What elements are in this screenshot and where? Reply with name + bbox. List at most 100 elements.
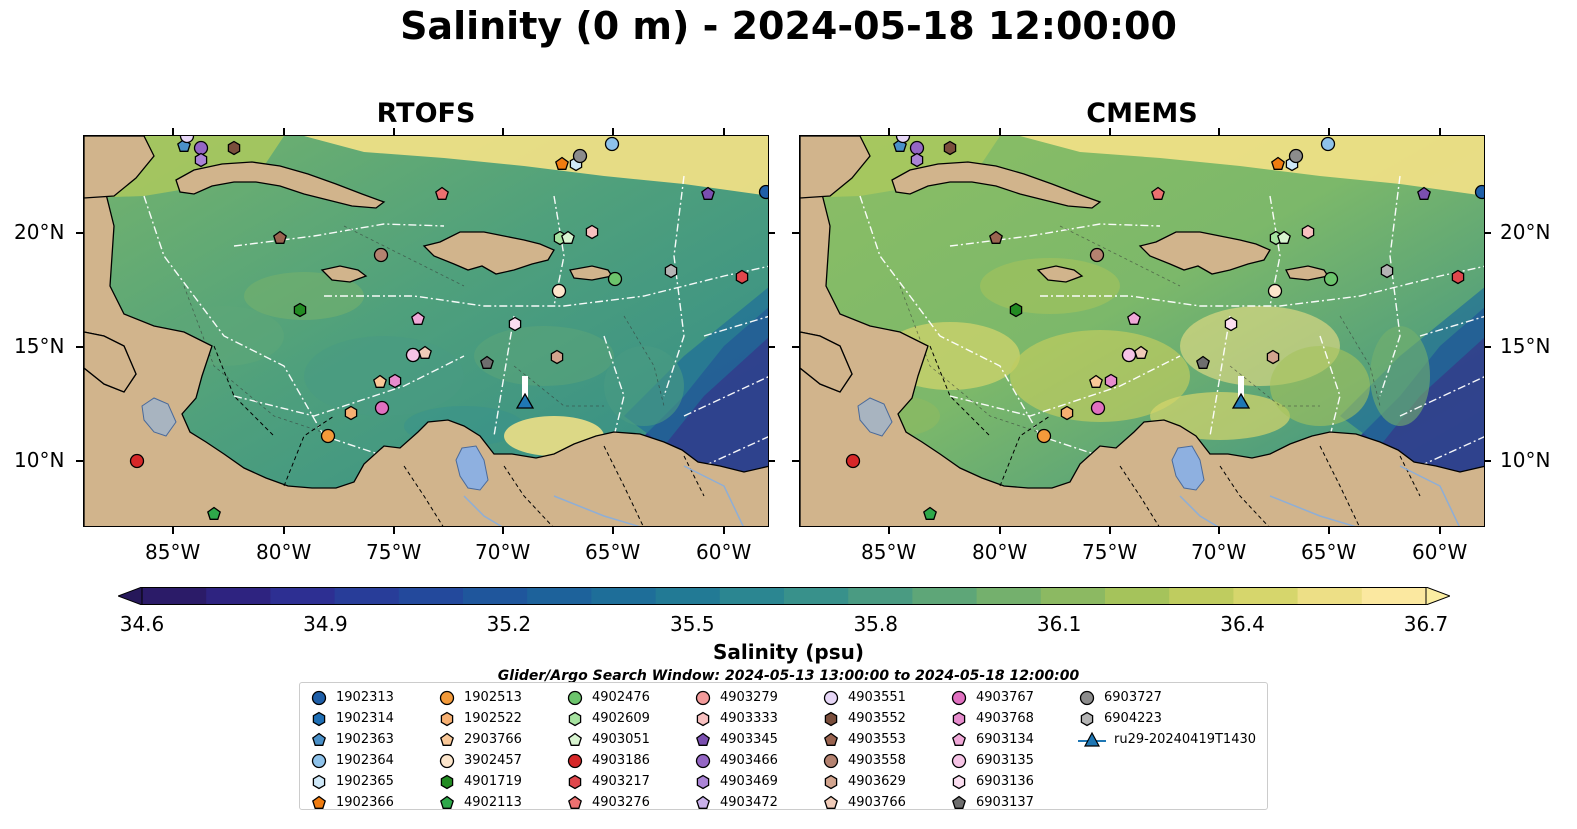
float-6904223-marker[interactable] (1380, 263, 1394, 279)
legend-marker-icon[interactable] (951, 753, 967, 768)
float-6904223-marker[interactable] (664, 263, 678, 279)
float-3902457-marker[interactable] (551, 283, 567, 299)
legend-marker-icon[interactable] (1080, 711, 1094, 726)
legend-marker-icon[interactable] (696, 732, 710, 746)
float-4903333-marker[interactable] (585, 224, 599, 240)
float-4903217-marker[interactable] (1451, 269, 1465, 285)
legend-marker-icon[interactable] (696, 774, 710, 789)
float-3902457-marker[interactable] (1267, 283, 1283, 299)
legend-marker-icon[interactable] (1079, 690, 1095, 705)
float-4902476-marker[interactable] (607, 271, 623, 287)
legend-marker-icon[interactable] (311, 753, 327, 768)
float-4903766-marker[interactable] (418, 345, 432, 359)
legend-marker-icon[interactable] (312, 711, 326, 726)
float-4903051-marker[interactable] (1277, 230, 1291, 244)
float-1902313-marker[interactable] (1474, 184, 1486, 200)
float-1902522-marker[interactable] (1060, 405, 1074, 421)
float-4903345-marker[interactable] (701, 186, 715, 200)
float-6903727-marker[interactable] (572, 148, 588, 164)
legend-marker-icon[interactable] (696, 795, 710, 809)
float-4903558-marker[interactable] (373, 247, 389, 263)
float-4903276-marker[interactable] (435, 186, 449, 200)
legend-marker-icon[interactable] (440, 732, 454, 746)
float-1902366-marker[interactable] (1271, 156, 1285, 170)
legend-marker-icon[interactable] (440, 795, 454, 809)
legend-marker-icon[interactable] (439, 690, 455, 705)
legend-marker-icon[interactable] (312, 795, 326, 809)
float-6903134-marker[interactable] (411, 311, 425, 325)
legend-marker-icon[interactable] (312, 774, 326, 789)
legend-marker-icon[interactable] (567, 690, 583, 705)
legend-marker-icon[interactable] (440, 711, 454, 726)
float-6903135-marker[interactable] (405, 347, 421, 363)
legend-marker-icon[interactable] (695, 690, 711, 705)
float-2903766-marker[interactable] (373, 374, 387, 388)
float-4903767-marker[interactable] (1090, 400, 1106, 416)
float-4903469-marker[interactable] (910, 152, 924, 168)
float-4903466-marker[interactable] (909, 140, 925, 156)
glider-ru29-marker[interactable] (515, 392, 535, 409)
float-4903552-marker[interactable] (943, 140, 957, 156)
float-6903727-marker[interactable] (1288, 148, 1304, 164)
legend-marker-icon[interactable] (951, 690, 967, 705)
float-1902313-marker[interactable] (758, 184, 770, 200)
float-4903333-marker[interactable] (1301, 224, 1315, 240)
legend-marker-icon[interactable] (952, 732, 966, 746)
float-6903134-marker[interactable] (1127, 311, 1141, 325)
legend-marker-icon[interactable] (312, 732, 326, 746)
float-4903186-marker[interactable] (129, 453, 145, 469)
float-4903558-marker[interactable] (1089, 247, 1105, 263)
float-4903469-marker[interactable] (194, 152, 208, 168)
float-4903629-marker[interactable] (1266, 349, 1280, 365)
float-4902476-marker[interactable] (1323, 271, 1339, 287)
float-1902522-marker[interactable] (344, 405, 358, 421)
legend-marker-icon[interactable] (823, 753, 839, 768)
float-4901719-marker[interactable] (1009, 302, 1023, 318)
legend-marker-icon[interactable] (952, 795, 966, 809)
legend-marker-icon[interactable] (568, 795, 582, 809)
float-4903553-marker[interactable] (273, 230, 287, 244)
float-4903552-marker[interactable] (227, 140, 241, 156)
float-4903767-marker[interactable] (374, 400, 390, 416)
float-4903768-marker[interactable] (388, 373, 402, 389)
legend-marker-icon[interactable] (696, 711, 710, 726)
legend-marker-icon[interactable] (824, 774, 838, 789)
legend-marker-icon[interactable] (568, 711, 582, 726)
legend-marker-icon[interactable] (439, 753, 455, 768)
legend-marker-icon[interactable] (952, 774, 966, 789)
float-2903766-marker[interactable] (1089, 374, 1103, 388)
float-4901719-marker[interactable] (293, 302, 307, 318)
float-4903186-marker[interactable] (845, 453, 861, 469)
float-4903629-marker[interactable] (550, 349, 564, 365)
float-4903551-marker[interactable] (179, 136, 195, 144)
float-4903553-marker[interactable] (989, 230, 1003, 244)
float-4903466-marker[interactable] (193, 140, 209, 156)
float-4903345-marker[interactable] (1417, 186, 1431, 200)
legend-marker-icon[interactable] (824, 711, 838, 726)
float-6903136-marker[interactable] (1224, 316, 1238, 332)
map-cmems[interactable] (799, 135, 1485, 527)
float-4903551-marker[interactable] (895, 136, 911, 144)
float-6903136-marker[interactable] (508, 316, 522, 332)
float-4903768-marker[interactable] (1104, 373, 1118, 389)
float-1902513-marker[interactable] (320, 428, 336, 444)
float-4903766-marker[interactable] (1134, 345, 1148, 359)
float-1902364-marker[interactable] (604, 136, 620, 152)
float-4902113-marker[interactable] (923, 506, 937, 520)
float-6903137-marker[interactable] (1196, 355, 1210, 369)
float-4903276-marker[interactable] (1151, 186, 1165, 200)
legend-marker-icon[interactable] (952, 711, 966, 726)
float-4903051-marker[interactable] (561, 230, 575, 244)
legend-marker-icon[interactable] (567, 753, 583, 768)
legend-marker-icon[interactable] (823, 690, 839, 705)
float-4902113-marker[interactable] (207, 506, 221, 520)
legend-marker-icon[interactable] (824, 795, 838, 809)
float-1902366-marker[interactable] (555, 156, 569, 170)
legend-marker-icon[interactable] (311, 690, 327, 705)
float-6903137-marker[interactable] (480, 355, 494, 369)
legend-marker-icon[interactable] (568, 732, 582, 746)
float-1902364-marker[interactable] (1320, 136, 1336, 152)
legend-marker-icon[interactable] (695, 753, 711, 768)
float-6903135-marker[interactable] (1121, 347, 1137, 363)
glider-ru29-marker[interactable] (1231, 392, 1251, 409)
